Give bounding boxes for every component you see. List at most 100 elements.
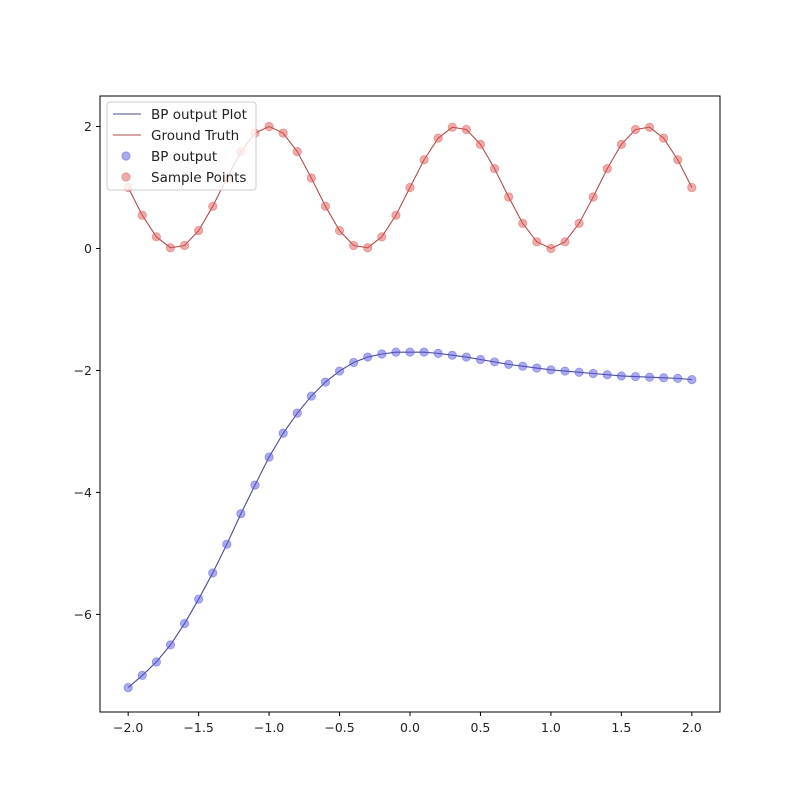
x-tick-label: −2.0	[113, 720, 143, 735]
y-tick-label: −4	[74, 485, 92, 500]
point-bp-output	[250, 480, 260, 490]
point-bp-output	[264, 452, 274, 462]
point-sample-points	[419, 155, 429, 165]
point-bp-output	[405, 347, 415, 357]
point-bp-output	[574, 367, 584, 377]
point-sample-points	[461, 124, 471, 135]
point-bp-output	[602, 370, 612, 380]
legend-label: BP output	[151, 149, 217, 165]
point-sample-points	[546, 243, 556, 254]
point-bp-output	[334, 366, 345, 376]
y-tick-label: −2	[74, 363, 92, 378]
point-bp-output	[306, 391, 316, 401]
x-axis: −2.0 −1.5 −1.0 −0.5 0.0 0.5 1.0 1.5 2.0	[113, 712, 702, 735]
point-bp-output	[673, 373, 683, 383]
point-sample-points	[179, 240, 190, 251]
point-sample-points	[391, 210, 401, 220]
point-sample-points	[673, 155, 683, 165]
point-sample-points	[630, 124, 641, 135]
x-tick-label: 0.5	[471, 720, 491, 735]
point-bp-output	[349, 357, 359, 368]
legend-marker-swatch	[121, 172, 131, 182]
point-sample-points	[489, 164, 500, 174]
legend-box	[106, 101, 257, 191]
point-sample-points	[659, 133, 669, 143]
point-sample-points	[588, 192, 598, 202]
point-bp-output	[165, 640, 176, 650]
point-bp-output	[630, 371, 641, 382]
point-bp-output	[461, 352, 471, 362]
point-bp-output	[179, 618, 190, 629]
point-sample-points	[433, 133, 443, 143]
legend-marker-swatch	[121, 151, 131, 161]
x-tick-label: 1.5	[611, 720, 631, 735]
point-bp-output	[489, 357, 500, 367]
legend-label: Sample Points	[151, 170, 246, 186]
point-sample-points	[532, 237, 542, 247]
point-bp-output	[475, 354, 486, 365]
point-bp-output	[546, 365, 556, 375]
point-bp-output	[433, 348, 443, 358]
x-tick-label: 2.0	[682, 720, 702, 735]
point-sample-points	[151, 232, 161, 242]
point-bp-output	[208, 568, 218, 578]
point-bp-output	[292, 408, 302, 418]
point-sample-points	[306, 173, 316, 183]
point-sample-points	[687, 182, 697, 193]
legend-label: Ground Truth	[151, 128, 239, 144]
point-bp-output	[222, 539, 232, 549]
point-sample-points	[405, 182, 415, 193]
plot-points	[123, 121, 697, 693]
x-tick-label: −1.0	[254, 720, 284, 735]
y-tick-label: 2	[84, 119, 92, 134]
x-tick-label: −0.5	[324, 720, 354, 735]
point-bp-output	[588, 368, 598, 379]
y-axis: −6 −4 −2 0 2	[74, 119, 100, 622]
point-bp-output	[532, 363, 542, 373]
point-sample-points	[602, 164, 612, 174]
point-bp-output	[123, 683, 133, 693]
point-sample-points	[518, 218, 528, 228]
point-bp-output	[518, 361, 528, 371]
point-bp-output	[363, 352, 373, 362]
point-bp-output	[687, 375, 697, 385]
legend-label: BP output Plot	[151, 107, 247, 123]
point-bp-output	[151, 657, 161, 667]
point-bp-output	[377, 349, 387, 359]
point-sample-points	[504, 192, 514, 202]
point-sample-points	[574, 218, 584, 228]
point-bp-output	[644, 372, 655, 382]
y-tick-label: −6	[74, 607, 92, 622]
point-bp-output	[659, 373, 669, 383]
point-bp-output	[236, 509, 246, 519]
x-tick-label: 0.0	[400, 720, 420, 735]
point-sample-points	[208, 201, 218, 211]
point-sample-points	[264, 121, 274, 132]
point-bp-output	[504, 359, 514, 369]
point-bp-output	[137, 670, 147, 681]
point-sample-points	[363, 243, 373, 253]
point-bp-output	[320, 377, 331, 387]
point-bp-output	[194, 594, 204, 604]
point-sample-points	[447, 122, 457, 132]
point-sample-points	[292, 147, 302, 157]
x-tick-label: −1.5	[183, 720, 213, 735]
point-bp-output	[391, 347, 401, 357]
point-sample-points	[644, 122, 655, 132]
point-bp-output	[419, 347, 429, 357]
y-tick-label: 0	[84, 241, 92, 256]
point-sample-points	[475, 139, 486, 149]
point-sample-points	[377, 232, 387, 242]
point-sample-points	[278, 128, 288, 138]
legend: BP output Plot Ground Truth BP output Sampl…	[106, 101, 257, 191]
point-bp-output	[447, 350, 457, 360]
x-tick-label: 1.0	[541, 720, 561, 735]
point-sample-points	[137, 210, 147, 220]
point-bp-output	[278, 428, 288, 438]
point-bp-output	[616, 371, 626, 381]
point-sample-points	[560, 237, 570, 247]
point-sample-points	[194, 226, 204, 236]
point-sample-points	[616, 139, 626, 149]
point-sample-points	[320, 201, 331, 211]
